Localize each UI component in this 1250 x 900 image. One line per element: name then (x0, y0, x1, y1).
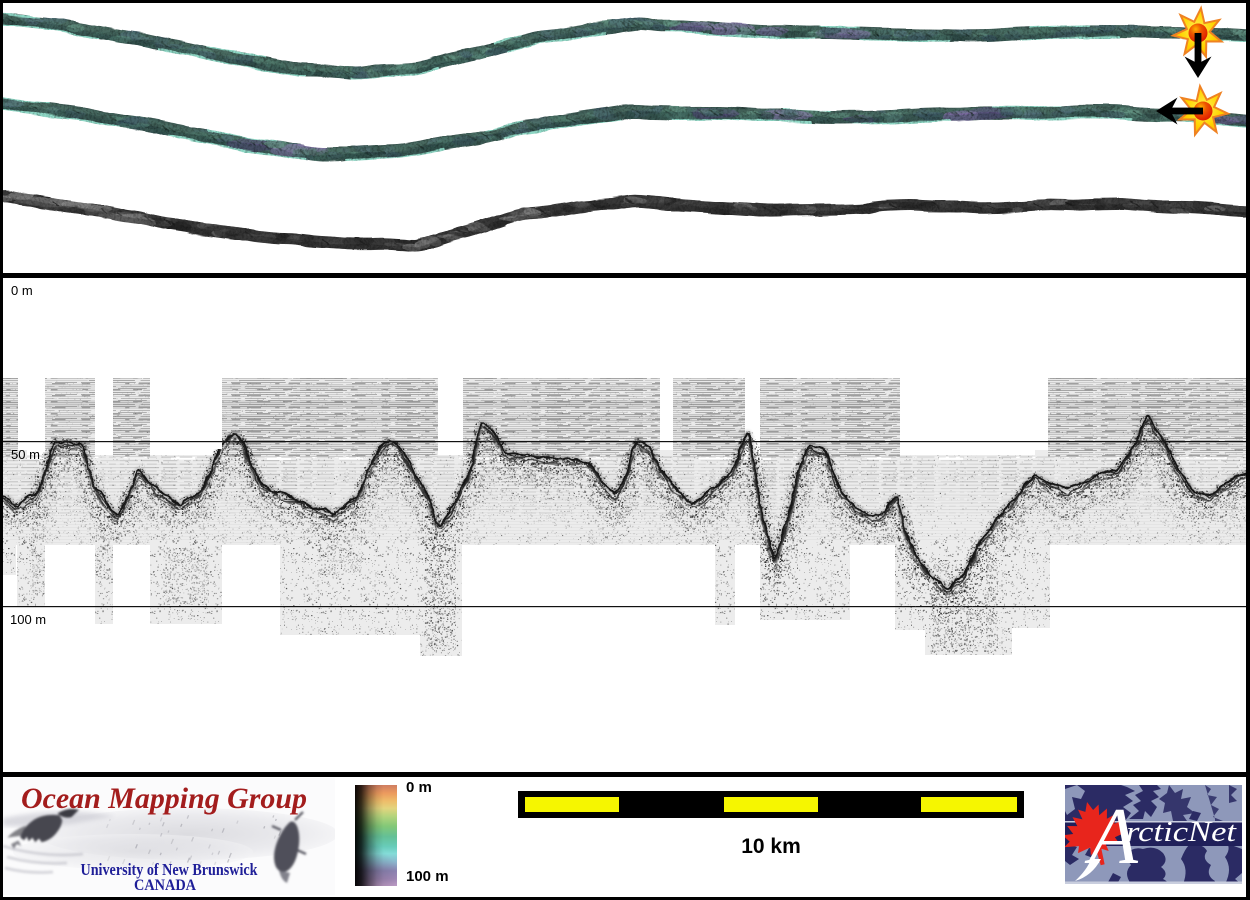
svg-text:Ocean Mapping Group: Ocean Mapping Group (21, 782, 307, 815)
svg-text:University of New Brunswick: University of New Brunswick (81, 860, 259, 879)
svg-text:rcticNet: rcticNet (1126, 817, 1238, 848)
svg-text:CANADA: CANADA (134, 877, 197, 894)
